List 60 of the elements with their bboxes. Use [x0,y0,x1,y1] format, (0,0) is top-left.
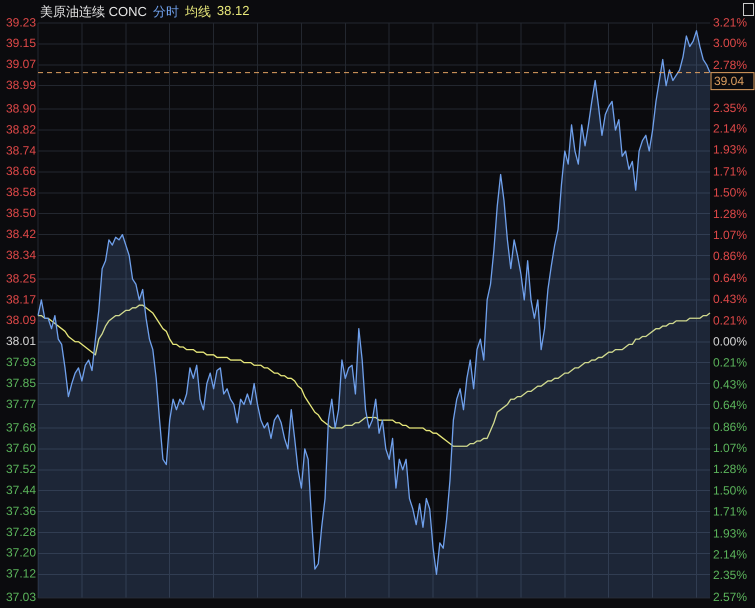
y2-tick-label: 0.21% [713,355,748,370]
y-tick-label: 38.17 [6,292,36,306]
ref-line-label: 39.04 [714,74,744,88]
y-tick-label: 39.15 [6,36,36,50]
y2-tick-label: 1.50% [713,185,748,200]
y-tick-label: 37.20 [6,546,36,560]
text: 38.12 [216,3,250,20]
y-tick-label: 37.12 [6,566,36,581]
y-tick-label: 37.44 [6,482,36,497]
y-tick-label: 39.23 [6,15,36,30]
y2-tick-label: 1.93% [713,142,748,157]
y-tick-label: 38.74 [6,143,36,158]
y2-tick-label: 2.35% [713,100,748,115]
y-tick-label: 39.07 [6,57,36,72]
y-tick-label: 38.66 [6,164,36,178]
y-tick-label: 38.34 [6,248,36,262]
y-tick-label: 37.28 [6,524,36,539]
y-tick-label: 37.60 [6,441,36,456]
y-tick-label: 38.90 [6,102,36,116]
y2-tick-label: 0.43% [713,292,748,306]
y2-tick-label: 1.28% [713,462,748,476]
y2-tick-label: 2.57% [713,590,748,604]
y-tick-label: 37.52 [6,462,36,476]
y2-tick-label: 0.00% [713,334,748,349]
y2-tick-label: 0.21% [713,314,748,328]
y2-tick-label: 2.78% [713,58,748,72]
y2-tick-label: 1.28% [713,207,748,222]
y-tick-label: 37.77 [6,396,36,411]
y2-tick-label: 1.71% [713,504,748,519]
y-tick-label: 37.36 [6,504,36,518]
y2-tick-label: 1.07% [713,228,748,242]
y-tick-label: 38.42 [6,226,36,241]
y-tick-label: 38.01 [6,334,36,348]
y2-tick-label: 0.64% [713,270,748,285]
y2-tick-label: 0.64% [713,398,748,412]
y2-tick-label: 1.71% [713,164,748,178]
y2-tick-label: 2.14% [713,122,748,136]
chart-title: 美原油连续 CONC [40,3,147,21]
y2-tick-label: 1.50% [713,484,748,498]
text: 均线 [184,3,211,21]
y2-tick-label: 1.93% [713,526,748,540]
y-tick-label: 38.50 [6,206,36,220]
y2-tick-label: 3.21% [713,15,748,30]
y-tick-label: 37.93 [6,354,36,369]
y2-tick-label: 2.35% [713,568,748,582]
y2-tick-label: 0.86% [713,420,748,434]
text: 分时 [152,3,179,21]
y-tick-label: 38.25 [6,271,36,286]
y-tick-label: 37.68 [6,420,36,434]
y2-tick-label: 3.00% [713,36,748,50]
y-tick-label: 38.99 [6,78,36,92]
y2-tick-label: 1.07% [713,440,748,455]
y-tick-label: 38.82 [6,122,36,136]
y-tick-label: 37.03 [6,590,36,604]
y-tick-label: 37.85 [6,376,36,390]
y2-tick-label: 0.86% [713,249,748,264]
y-tick-label: 38.58 [6,185,36,200]
y2-tick-label: 2.14% [713,547,748,562]
y2-tick-label: 0.43% [713,377,748,392]
y-tick-label: 38.09 [6,313,36,328]
